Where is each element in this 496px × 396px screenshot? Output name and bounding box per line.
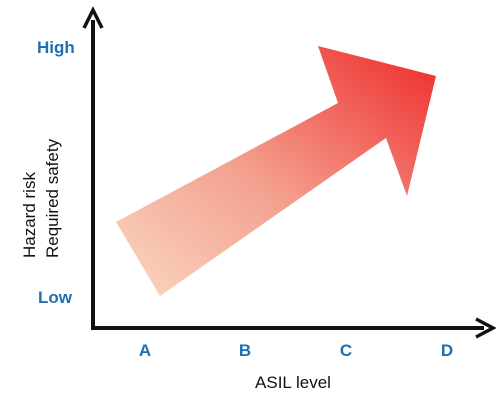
x-axis-title: ASIL level xyxy=(255,373,331,392)
x-tick-a: A xyxy=(139,341,151,360)
y-axis-title-line2: Required safety xyxy=(43,138,62,258)
y-low-label: Low xyxy=(38,288,73,307)
x-tick-b: B xyxy=(239,341,251,360)
increasing-arrow xyxy=(116,46,436,296)
x-tick-c: C xyxy=(340,341,352,360)
y-axis-title-line1: Hazard risk xyxy=(20,172,39,258)
x-axis-arrowhead xyxy=(475,317,496,339)
y-high-label: High xyxy=(37,38,75,57)
y-axis-arrowhead xyxy=(82,6,104,29)
x-tick-d: D xyxy=(441,341,453,360)
